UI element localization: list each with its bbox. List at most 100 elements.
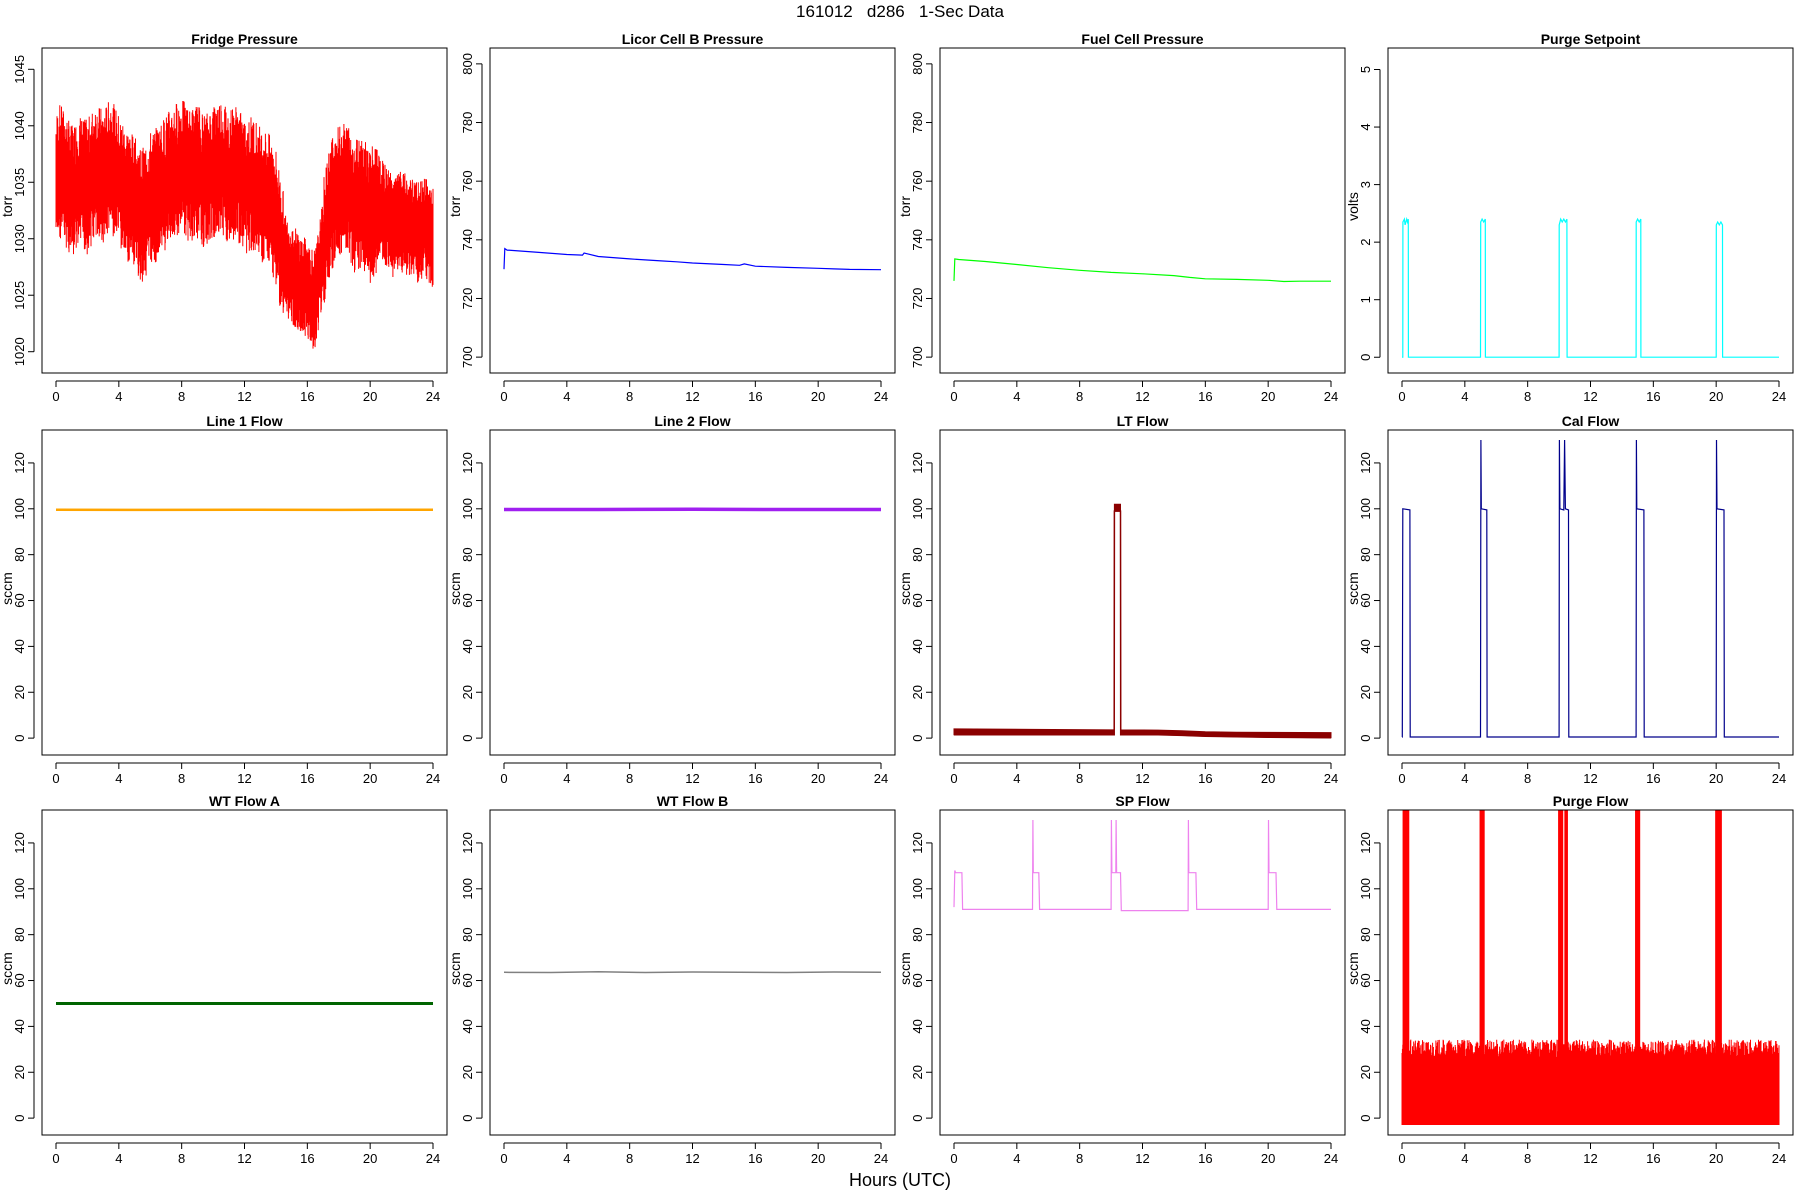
y-tick-label: 0 — [1358, 354, 1373, 361]
x-tick-label: 12 — [1583, 771, 1597, 786]
x-tick-label: 8 — [1524, 1151, 1531, 1166]
x-tick-label: 16 — [1198, 771, 1212, 786]
y-tick-label: 0 — [460, 1115, 475, 1122]
y-tick-label: 60 — [12, 973, 27, 987]
x-axis: 0 4 8 12 16 20 24 — [52, 380, 440, 404]
y-tick-label: 760 — [460, 170, 475, 192]
y-tick-label: 1040 — [12, 111, 27, 140]
x-tick-label: 20 — [811, 1151, 825, 1166]
x-tick-label: 4 — [1013, 389, 1020, 404]
x-tick-label: 8 — [1524, 389, 1531, 404]
y-axis-label: sccm — [0, 572, 15, 605]
plot-12: Purge Flow sccm 0 4 8 12 16 20 24 0 20 40 60 80 100 120 — [1345, 793, 1794, 1166]
y-tick-label: 120 — [460, 452, 475, 474]
y-tick-label: 100 — [12, 498, 27, 520]
x-tick-label: 12 — [1135, 771, 1149, 786]
x-tick-label: 24 — [1772, 389, 1786, 404]
x-tick-label: 0 — [950, 389, 957, 404]
x-axis: 0 4 8 12 16 20 24 — [52, 1142, 440, 1166]
y-tick-label: 60 — [910, 973, 925, 987]
plot-frame — [1387, 429, 1794, 756]
y-tick-label: 700 — [460, 346, 475, 368]
y-tick-label: 0 — [12, 1115, 27, 1122]
y-axis: 0 1 2 3 4 5 — [1358, 66, 1381, 361]
x-tick-label: 24 — [1772, 1151, 1786, 1166]
page-title: 161012 d286 1-Sec Data — [796, 2, 1004, 21]
y-tick-label: 720 — [910, 288, 925, 310]
data-layer — [503, 971, 882, 974]
data-layer — [1402, 216, 1779, 358]
plot-8: Cal Flow sccm 0 4 8 12 16 20 24 0 20 40 60 80 100 120 — [1345, 413, 1794, 786]
y-axis-label: sccm — [1345, 572, 1361, 605]
y-tick-label: 740 — [910, 229, 925, 251]
y-tick-label: 40 — [460, 639, 475, 653]
x-tick-label: 0 — [52, 1151, 59, 1166]
y-tick-label: 1035 — [12, 168, 27, 197]
y-tick-label: 740 — [460, 229, 475, 251]
plot-7: LT Flow sccm 0 4 8 12 16 20 24 0 20 40 60 80 100 120 — [897, 413, 1346, 786]
y-tick-label: 0 — [460, 735, 475, 742]
y-tick-label: 1030 — [12, 224, 27, 253]
y-tick-label: 1025 — [12, 281, 27, 310]
y-tick-label: 1 — [1358, 296, 1373, 303]
x-tick-label: 24 — [874, 389, 888, 404]
y-tick-label: 1020 — [12, 337, 27, 366]
x-tick-label: 4 — [115, 1151, 122, 1166]
x-tick-label: 8 — [626, 389, 633, 404]
y-axis: 0 20 40 60 80 100 120 — [460, 832, 483, 1122]
x-axis: 0 4 8 12 16 20 24 — [500, 380, 888, 404]
x-tick-label: 20 — [1261, 771, 1275, 786]
y-tick-label: 800 — [910, 53, 925, 75]
x-tick-label: 16 — [1646, 389, 1660, 404]
y-tick-label: 80 — [460, 927, 475, 941]
x-tick-label: 16 — [1646, 1151, 1660, 1166]
y-axis: 0 20 40 60 80 100 120 — [910, 452, 933, 742]
x-axis: 0 4 8 12 16 20 24 — [950, 1142, 1338, 1166]
data-layer — [953, 258, 1331, 283]
y-tick-label: 40 — [1358, 1019, 1373, 1033]
x-tick-label: 12 — [237, 1151, 251, 1166]
x-tick-label: 20 — [1709, 389, 1723, 404]
x-tick-label: 16 — [1646, 771, 1660, 786]
y-axis: 0 20 40 60 80 100 120 — [460, 452, 483, 742]
plot-frame — [1387, 47, 1794, 374]
y-axis-label: sccm — [447, 572, 463, 605]
x-tick-label: 4 — [563, 771, 570, 786]
y-tick-label: 800 — [460, 53, 475, 75]
x-tick-label: 12 — [237, 389, 251, 404]
data-layer — [55, 101, 434, 349]
x-tick-label: 20 — [1709, 771, 1723, 786]
x-tick-label: 12 — [1583, 1151, 1597, 1166]
y-tick-label: 120 — [460, 832, 475, 854]
x-tick-label: 8 — [1076, 771, 1083, 786]
y-tick-label: 80 — [12, 547, 27, 561]
x-tick-label: 4 — [563, 389, 570, 404]
x-tick-label: 20 — [363, 1151, 377, 1166]
y-tick-label: 40 — [460, 1019, 475, 1033]
series-line — [953, 258, 1331, 283]
plot-frame — [41, 47, 448, 374]
y-tick-label: 20 — [910, 685, 925, 699]
y-tick-label: 0 — [1358, 1115, 1373, 1122]
y-axis: 700 720 740 760 780 800 — [910, 53, 933, 368]
y-tick-label: 80 — [910, 547, 925, 561]
y-tick-label: 0 — [12, 735, 27, 742]
y-tick-label: 120 — [910, 832, 925, 854]
y-tick-label: 40 — [910, 1019, 925, 1033]
x-tick-label: 12 — [685, 771, 699, 786]
y-tick-label: 2 — [1358, 239, 1373, 246]
y-tick-label: 100 — [1358, 878, 1373, 900]
y-tick-label: 60 — [1358, 593, 1373, 607]
x-tick-label: 4 — [115, 771, 122, 786]
plot-frame — [939, 47, 1346, 374]
plot-title: Licor Cell B Pressure — [622, 31, 764, 47]
plot-frame — [41, 809, 448, 1136]
y-tick-label: 100 — [460, 878, 475, 900]
y-tick-label: 0 — [1358, 735, 1373, 742]
plot-frame — [41, 429, 448, 756]
x-tick-label: 24 — [1772, 771, 1786, 786]
series-band — [55, 101, 434, 349]
